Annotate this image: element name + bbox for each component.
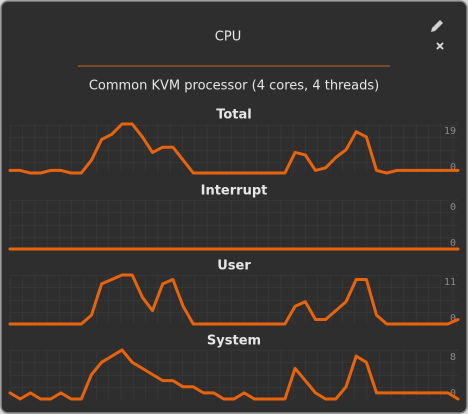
chart-title: Interrupt xyxy=(201,184,268,199)
chart-grid xyxy=(10,124,458,173)
chart-title: User xyxy=(217,259,251,274)
cpu-line xyxy=(8,122,460,175)
y-tick-label: 0 xyxy=(450,202,456,213)
close-button[interactable] xyxy=(436,42,444,50)
y-tick-label: 11 xyxy=(444,277,456,288)
y-tick-label: 0 xyxy=(450,238,456,249)
chart-title: Total xyxy=(216,108,252,123)
widget-title: CPU xyxy=(215,30,241,45)
y-tick-label: 19 xyxy=(444,126,456,137)
y-tick-label: 0 xyxy=(450,162,456,173)
y-tick-label: 0 xyxy=(450,388,456,399)
edit-button[interactable] xyxy=(431,20,443,32)
chart-grid xyxy=(10,200,458,249)
chart-title: System xyxy=(207,334,261,349)
cpu-line xyxy=(8,348,460,401)
cpu-line xyxy=(8,273,460,326)
y-tick-label: 8 xyxy=(450,352,456,363)
y-tick-label: 0 xyxy=(450,313,456,324)
widget-subtitle: Common KVM processor (4 cores, 4 threads… xyxy=(89,79,379,94)
chart-grid xyxy=(10,275,458,324)
